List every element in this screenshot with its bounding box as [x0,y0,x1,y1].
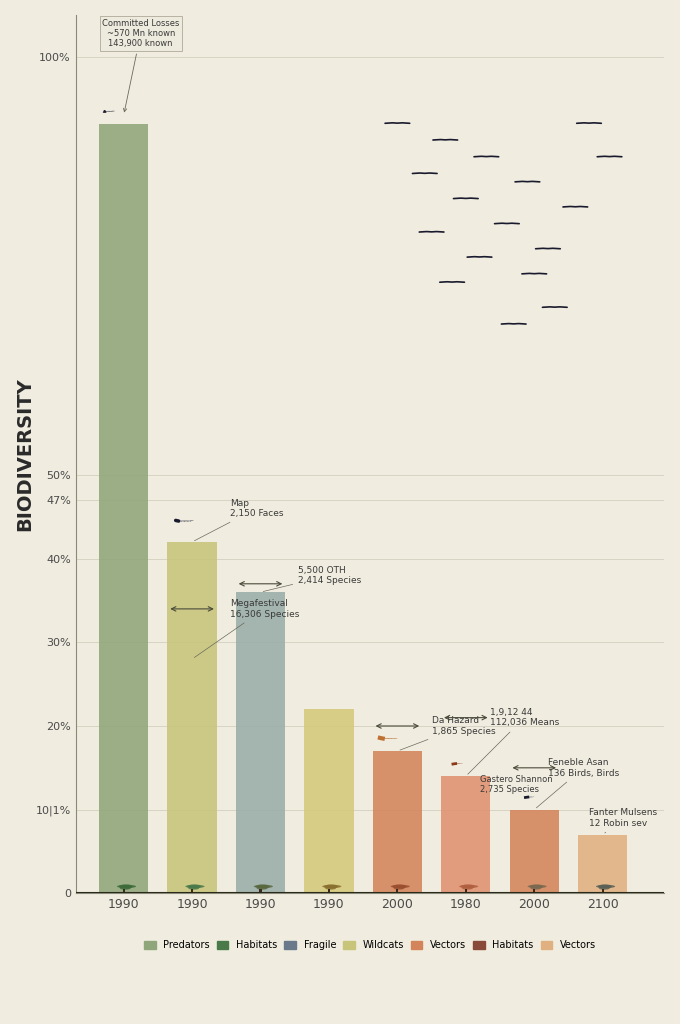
Y-axis label: BIODIVERSITY: BIODIVERSITY [15,377,34,531]
Bar [328,889,330,893]
Ellipse shape [188,887,199,890]
Ellipse shape [322,885,341,888]
Bar [191,889,193,893]
Ellipse shape [598,885,611,889]
Text: Map
2,150 Faces: Map 2,150 Faces [194,499,283,541]
Bar [373,751,422,893]
Ellipse shape [117,885,136,888]
Bar [441,776,490,893]
Bar [578,835,628,893]
Ellipse shape [254,885,273,888]
Bar [260,889,262,893]
Bar [99,124,148,893]
Text: Da Hazard
1,865 Species: Da Hazard 1,865 Species [400,717,495,751]
Ellipse shape [186,885,205,888]
Bar [396,889,398,893]
Ellipse shape [187,885,201,889]
Text: Gastero Shannon
2,735 Species: Gastero Shannon 2,735 Species [479,775,552,795]
Ellipse shape [119,885,133,889]
Ellipse shape [462,887,473,890]
Ellipse shape [530,885,543,889]
Bar [465,889,467,893]
Ellipse shape [530,887,541,890]
Text: 5,500 OTH
2,414 Species: 5,500 OTH 2,414 Species [263,565,361,592]
Bar [167,542,217,893]
Text: 1,9,12 44
112,036 Means: 1,9,12 44 112,036 Means [468,708,559,774]
Ellipse shape [324,885,338,889]
Ellipse shape [392,885,406,889]
Text: Feneble Asan
136 Birds, Birds: Feneble Asan 136 Birds, Birds [537,758,619,808]
Bar [305,710,354,893]
Bar [602,889,604,893]
Bar [533,889,535,893]
Ellipse shape [599,887,610,890]
Ellipse shape [394,887,405,890]
Ellipse shape [256,887,268,890]
Bar [122,889,124,893]
Ellipse shape [256,885,269,889]
Text: Fanter Mulsens
12 Robin sev: Fanter Mulsens 12 Robin sev [589,808,657,833]
Legend: Predators, Habitats, Fragile, Wildcats, Vectors, Habitats, Vectors: Predators, Habitats, Fragile, Wildcats, … [140,937,600,954]
Ellipse shape [325,887,336,890]
Ellipse shape [459,885,478,888]
Text: Megafestival
16,306 Species: Megafestival 16,306 Species [194,599,299,657]
Text: Committed Losses
~570 Mn known
143,900 known: Committed Losses ~570 Mn known 143,900 k… [102,18,180,112]
Ellipse shape [461,885,475,889]
Bar [509,810,559,893]
Ellipse shape [596,885,615,888]
Ellipse shape [528,885,547,888]
Ellipse shape [391,885,410,888]
Ellipse shape [120,887,131,890]
Bar [236,592,285,893]
